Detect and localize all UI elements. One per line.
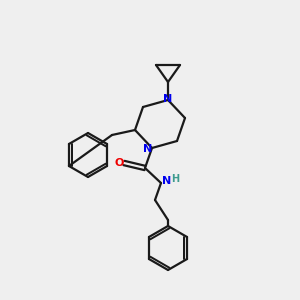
Text: N: N	[162, 176, 172, 186]
Text: O: O	[114, 158, 124, 168]
Text: H: H	[171, 174, 179, 184]
Text: N: N	[143, 144, 153, 154]
Text: N: N	[164, 94, 172, 104]
